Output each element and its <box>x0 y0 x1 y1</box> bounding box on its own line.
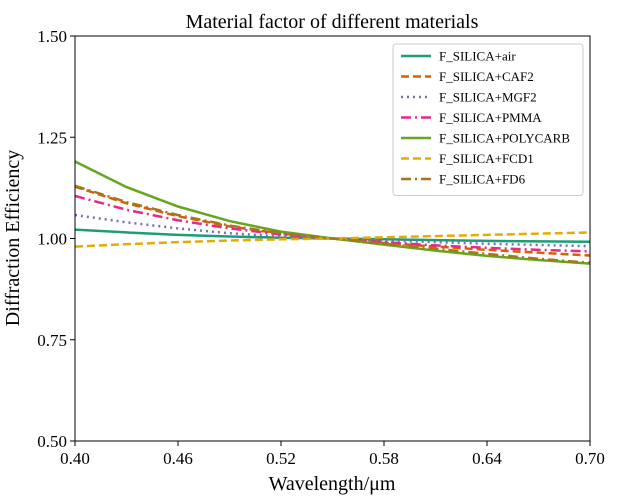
legend-label: F_SILICA+FD6 <box>439 172 526 187</box>
legend: F_SILICA+air F_SILICA+CAF2 F_SILICA+MGF2 F_… <box>392 43 584 196</box>
series-line-1 <box>74 228 591 243</box>
y-tick-label: 0.50 <box>37 432 67 451</box>
legend-label: F_SILICA+PMMA <box>439 110 542 125</box>
legend-label: F_SILICA+air <box>439 49 516 64</box>
x-tick-label: 0.64 <box>472 449 502 468</box>
x-tick-label: 0.40 <box>60 449 90 468</box>
y-tick-label: 1.25 <box>37 128 67 147</box>
legend-box <box>392 43 584 196</box>
ticks-layer: 0.40 0.46 0.52 0.58 0.64 0.70 0.50 0.75 1.00 1.25… <box>37 27 605 468</box>
y-tick-label: 1.50 <box>37 27 67 46</box>
y-tick-label: 1.00 <box>37 230 67 249</box>
legend-label: F_SILICA+POLYCARB <box>439 131 570 146</box>
y-axis-label: Diffraction Efficiency <box>2 150 24 326</box>
x-tick-label: 0.52 <box>266 449 296 468</box>
x-tick-label: 0.70 <box>575 449 605 468</box>
plot-frame <box>74 35 591 442</box>
x-axis-label: Wavelength/μm <box>269 473 396 495</box>
x-tick-label: 0.58 <box>369 449 399 468</box>
chart-title: Material factor of different materials <box>186 11 479 33</box>
y-tick-label: 0.75 <box>37 331 67 350</box>
series-line-7 <box>74 184 591 265</box>
x-tick-label: 0.46 <box>163 449 193 468</box>
legend-label: F_SILICA+MGF2 <box>439 90 537 105</box>
series-layer <box>74 160 591 265</box>
legend-label: F_SILICA+CAF2 <box>439 69 534 84</box>
legend-label: F_SILICA+FCD1 <box>439 151 534 166</box>
